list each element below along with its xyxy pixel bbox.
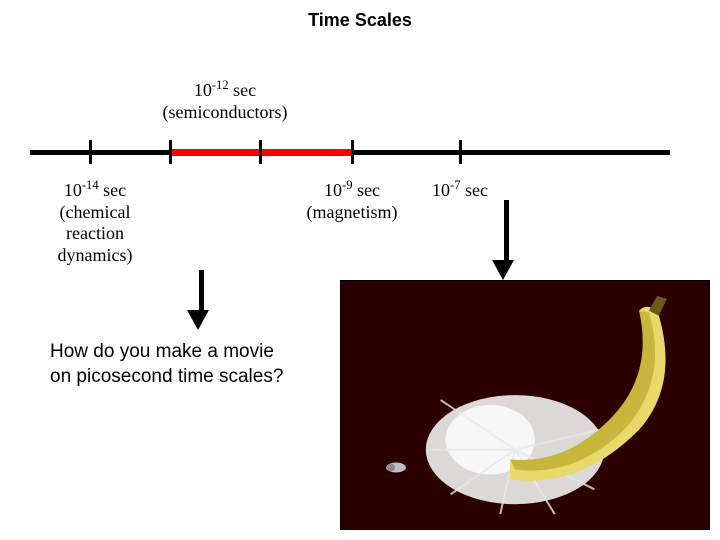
timeline-tick — [89, 140, 92, 164]
arrow-shaft — [199, 270, 204, 310]
arrow-down-left — [195, 270, 209, 330]
timeline-tick — [459, 140, 462, 164]
question-text: How do you make a movie on picosecond ti… — [50, 340, 283, 389]
banana-bullet-icon — [341, 281, 709, 529]
label-magnetism: 10-9 sec (magnetism) — [282, 180, 422, 223]
timeline-tick — [351, 140, 354, 164]
timeline-tick — [169, 140, 172, 164]
arrow-shaft — [504, 200, 509, 260]
label-10-7: 10-7 sec — [410, 180, 510, 202]
arrow-down-right — [500, 200, 514, 280]
arrow-head-icon — [187, 310, 209, 330]
arrow-head-icon — [492, 260, 514, 280]
photo-banana-bullet — [340, 280, 710, 530]
page-title: Time Scales — [0, 10, 720, 31]
label-chemical-reaction: 10-14 sec (chemical reaction dynamics) — [35, 180, 155, 266]
timeline — [30, 140, 670, 160]
label-semiconductors: 10-12 sec (semiconductors) — [135, 80, 315, 123]
timeline-tick — [259, 140, 262, 164]
